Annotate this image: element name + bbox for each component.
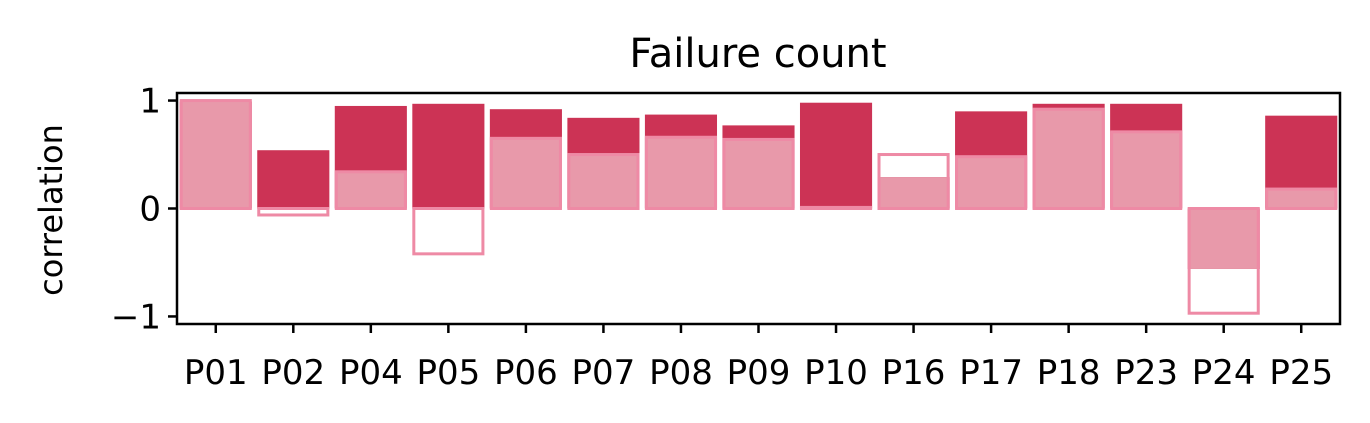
bar-light-fill-p24: [1187, 208, 1260, 269]
bar-light-fill-p06: [489, 138, 562, 209]
bar-dark-p02: [257, 150, 330, 209]
x-tick-label: P24: [1192, 353, 1256, 393]
bar-light-fill-p18: [1032, 109, 1105, 209]
x-tick-label: P09: [727, 353, 791, 393]
bar-light-fill-p01: [179, 101, 252, 209]
plot-area: −1 0 1 P01 P02 P04 P05 P06 P07 P08 P09 P10 P16 P17 P18…: [111, 82, 1342, 393]
y-tick-label: −1: [111, 297, 161, 337]
bar-light-fill-p07: [567, 154, 640, 209]
x-tick-label: P06: [494, 353, 558, 393]
x-tick-label: P01: [184, 353, 248, 393]
bar-light-p09: [722, 137, 795, 211]
x-tick-label: P04: [339, 353, 403, 393]
bar-light-p07: [567, 153, 640, 210]
x-tick-label: P07: [572, 353, 636, 393]
x-tick-label: P08: [649, 353, 713, 393]
x-tick-label: P23: [1114, 353, 1178, 393]
y-tick-label: 1: [139, 82, 161, 122]
bar-light-fill-p16: [877, 177, 950, 209]
bar-light-fill-p25: [1265, 189, 1338, 209]
bar-light-p25: [1265, 187, 1338, 211]
bar-light-p10: [799, 205, 873, 211]
bar-light-p24: [1187, 207, 1260, 315]
bar-light-p08: [644, 135, 718, 210]
bar-light-fill-p23: [1110, 131, 1183, 209]
bar-light-p01: [179, 99, 252, 210]
bar-dark-p10: [799, 102, 873, 209]
x-tick-label: P25: [1269, 353, 1333, 393]
bar-light-fill-p08: [644, 137, 718, 209]
bar-light-fill-p04: [334, 171, 407, 209]
bar-light-fill-p17: [955, 156, 1028, 209]
bar-dark-p05: [412, 103, 485, 209]
x-tick-label: P05: [416, 353, 480, 393]
y-tick-label: 0: [139, 190, 161, 230]
bar-light-p17: [955, 155, 1028, 211]
y-axis-label: correlation: [32, 124, 70, 296]
x-tick-label: P18: [1037, 353, 1101, 393]
bar-light-p04: [334, 170, 407, 211]
chart-title: Failure count: [629, 31, 886, 77]
bar-light-p06: [489, 136, 562, 210]
bar-light-fill-p09: [722, 139, 795, 209]
bar-light-p05: [412, 207, 485, 256]
bar-light-p23: [1110, 130, 1183, 211]
x-tick-label: P02: [261, 353, 325, 393]
x-tick-label: P10: [804, 353, 868, 393]
bar-light-p18: [1032, 107, 1105, 210]
x-tick-label: P16: [882, 353, 946, 393]
x-tick-label: P17: [959, 353, 1023, 393]
bar-light-p16: [877, 153, 950, 210]
bar-light-p02: [257, 207, 330, 217]
